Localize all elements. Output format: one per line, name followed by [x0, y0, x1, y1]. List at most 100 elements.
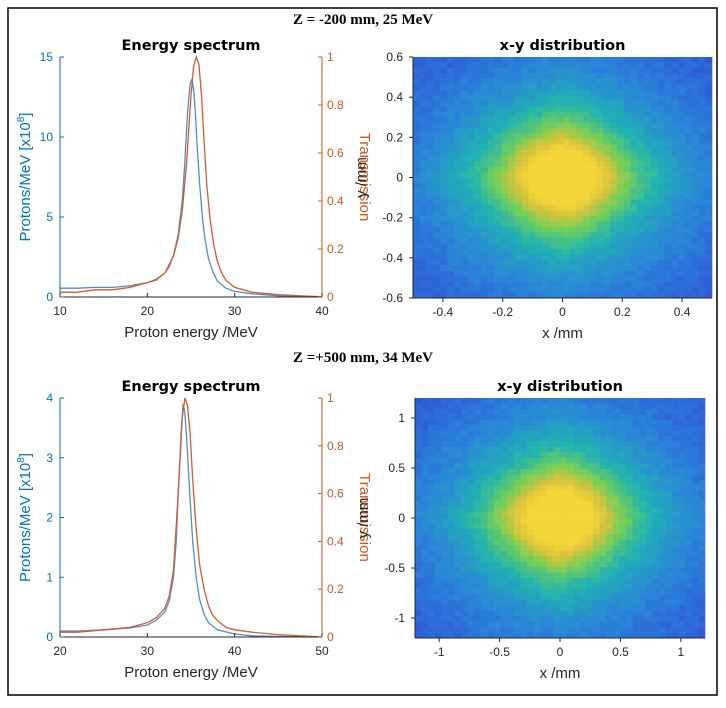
heatmap-cell: [434, 605, 442, 612]
heatmap-cell: [619, 556, 627, 562]
heatmap-cell: [562, 117, 570, 124]
heatmap-cell: [527, 594, 534, 601]
heatmap-cell: [612, 441, 620, 448]
heatmap-cell: [433, 270, 441, 277]
heatmap-cell: [671, 117, 679, 124]
heatmap-cell: [612, 496, 620, 502]
heatmap-cell: [685, 447, 693, 453]
heatmap-cell: [596, 210, 604, 217]
heatmap-cell: [500, 507, 508, 513]
heatmap-cell: [664, 281, 672, 288]
heatmap-cell: [685, 578, 693, 584]
heatmap-cell: [596, 259, 604, 266]
heatmap-cell: [453, 232, 461, 239]
heatmap-cell: [446, 232, 455, 239]
heatmap-cell: [514, 84, 523, 91]
heatmap-cell: [691, 441, 699, 448]
heatmap-cell: [599, 398, 607, 404]
heatmap-cell: [421, 556, 429, 562]
heatmap-cell: [553, 550, 561, 557]
heatmap-cell: [555, 287, 563, 293]
heatmap-cell: [606, 550, 614, 557]
heatmap-cell: [658, 447, 666, 453]
heatmap-cell: [639, 567, 646, 573]
heatmap-cell: [603, 281, 611, 288]
heatmap-cell: [650, 199, 658, 206]
heatmap-cell: [625, 556, 633, 562]
heatmap-cell: [562, 155, 570, 162]
heatmap-cell: [579, 496, 587, 502]
heatmap-cell: [474, 545, 482, 552]
heatmap-cell: [610, 106, 618, 113]
heatmap-cell: [678, 265, 686, 271]
heatmap-cell: [446, 215, 455, 222]
heatmap-cell: [630, 128, 638, 134]
heatmap-cell: [546, 583, 554, 590]
heatmap-cell: [632, 632, 640, 639]
heatmap-cell: [625, 403, 633, 410]
heatmap-cell: [650, 144, 658, 151]
heatmap-cell: [639, 425, 646, 432]
heatmap-cell: [533, 534, 541, 541]
heatmap-cell: [548, 62, 557, 69]
heatmap-cell: [632, 479, 640, 486]
heatmap-cell: [625, 627, 633, 633]
heatmap-cell: [487, 259, 495, 266]
heatmap-cell: [625, 583, 633, 590]
heatmap-cell: [480, 534, 488, 541]
heatmap-cell: [599, 501, 607, 508]
heatmap-cell: [555, 232, 563, 239]
heatmap-cell: [573, 599, 581, 606]
heatmap-cell: [644, 182, 652, 189]
heatmap-cell: [447, 458, 455, 464]
heatmap-cell: [494, 182, 502, 189]
heatmap-cell: [413, 226, 421, 233]
heatmap-cell: [426, 100, 434, 107]
left-y-axis-label-exponent: 8: [16, 116, 27, 122]
heatmap-cell: [480, 496, 488, 502]
heatmap-cell: [664, 73, 672, 80]
heatmap-cell: [610, 232, 618, 239]
heatmap-cell: [419, 204, 427, 211]
heatmap-cell: [500, 403, 508, 410]
heatmap-cell: [528, 199, 536, 206]
heatmap-cell: [535, 177, 543, 184]
heatmap-cell: [474, 605, 482, 612]
heatmap-cell: [586, 452, 594, 459]
heatmap-cell: [705, 106, 713, 113]
heatmap-cell: [546, 419, 554, 426]
heatmap-cell: [527, 512, 534, 519]
heatmap-cell: [592, 512, 600, 519]
heatmap-cell: [684, 243, 692, 250]
heatmap-cell: [555, 177, 563, 184]
heatmap-cell: [619, 436, 627, 442]
plot-title: x-y distribution: [497, 379, 623, 395]
heatmap-cell: [419, 182, 427, 189]
heatmap-cell: [664, 95, 672, 102]
heatmap-cell: [610, 166, 618, 173]
heatmap-cell: [616, 237, 624, 244]
heatmap-cell: [508, 210, 516, 217]
heatmap-cell: [447, 496, 455, 502]
heatmap-cell: [625, 436, 633, 442]
heatmap-cell: [650, 117, 658, 124]
heatmap-cell: [705, 221, 713, 228]
heatmap-cell: [426, 199, 434, 206]
heatmap-cell: [678, 463, 686, 470]
heatmap-cell: [644, 133, 652, 140]
heatmap-cell: [650, 270, 658, 277]
heatmap-cell: [494, 479, 501, 486]
heatmap-cell: [576, 172, 584, 178]
heatmap-cell: [639, 528, 646, 535]
heatmap-cell: [698, 215, 706, 222]
heatmap-cell: [460, 144, 468, 151]
heatmap-cell: [645, 490, 653, 497]
heatmap-cell: [521, 210, 529, 217]
heatmap-cell: [691, 398, 699, 404]
heatmap-cell: [535, 237, 543, 244]
heatmap-cell: [434, 447, 442, 453]
heatmap-cell: [434, 561, 442, 568]
heatmap-cell: [453, 166, 461, 173]
heatmap-cell: [446, 155, 455, 162]
heatmap-cell: [610, 150, 618, 156]
